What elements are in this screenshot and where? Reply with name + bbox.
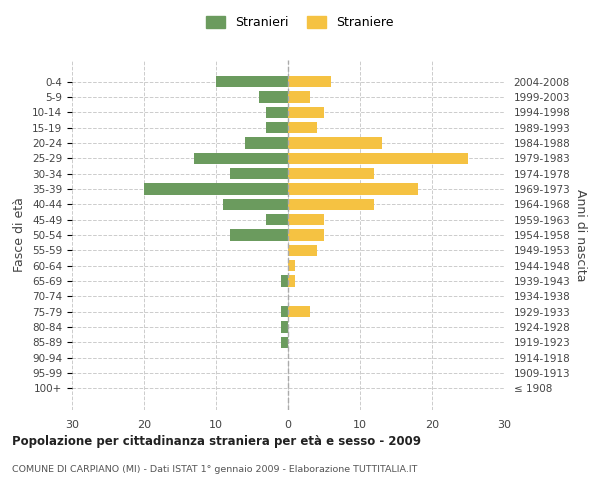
Legend: Stranieri, Straniere: Stranieri, Straniere xyxy=(202,11,398,34)
Bar xyxy=(288,229,324,241)
Bar xyxy=(266,214,288,226)
Bar xyxy=(288,137,382,148)
Bar xyxy=(288,91,310,102)
Bar xyxy=(288,198,374,210)
Y-axis label: Fasce di età: Fasce di età xyxy=(13,198,26,272)
Bar xyxy=(259,91,288,102)
Bar xyxy=(194,152,288,164)
Text: COMUNE DI CARPIANO (MI) - Dati ISTAT 1° gennaio 2009 - Elaborazione TUTTITALIA.I: COMUNE DI CARPIANO (MI) - Dati ISTAT 1° … xyxy=(12,465,418,474)
Bar xyxy=(288,276,295,287)
Text: Popolazione per cittadinanza straniera per età e sesso - 2009: Popolazione per cittadinanza straniera p… xyxy=(12,435,421,448)
Bar xyxy=(288,76,331,88)
Bar xyxy=(281,306,288,318)
Bar xyxy=(288,244,317,256)
Bar xyxy=(288,122,317,134)
Bar xyxy=(288,152,468,164)
Bar xyxy=(266,122,288,134)
Bar xyxy=(216,76,288,88)
Bar xyxy=(288,306,310,318)
Bar xyxy=(223,198,288,210)
Bar xyxy=(266,106,288,118)
Bar xyxy=(281,336,288,348)
Bar xyxy=(288,260,295,272)
Bar xyxy=(144,183,288,194)
Bar xyxy=(245,137,288,148)
Bar xyxy=(288,168,374,179)
Bar xyxy=(288,183,418,194)
Y-axis label: Anni di nascita: Anni di nascita xyxy=(574,188,587,281)
Bar xyxy=(281,276,288,287)
Bar xyxy=(288,106,324,118)
Bar xyxy=(288,214,324,226)
Bar xyxy=(281,322,288,333)
Bar xyxy=(230,229,288,241)
Bar xyxy=(230,168,288,179)
